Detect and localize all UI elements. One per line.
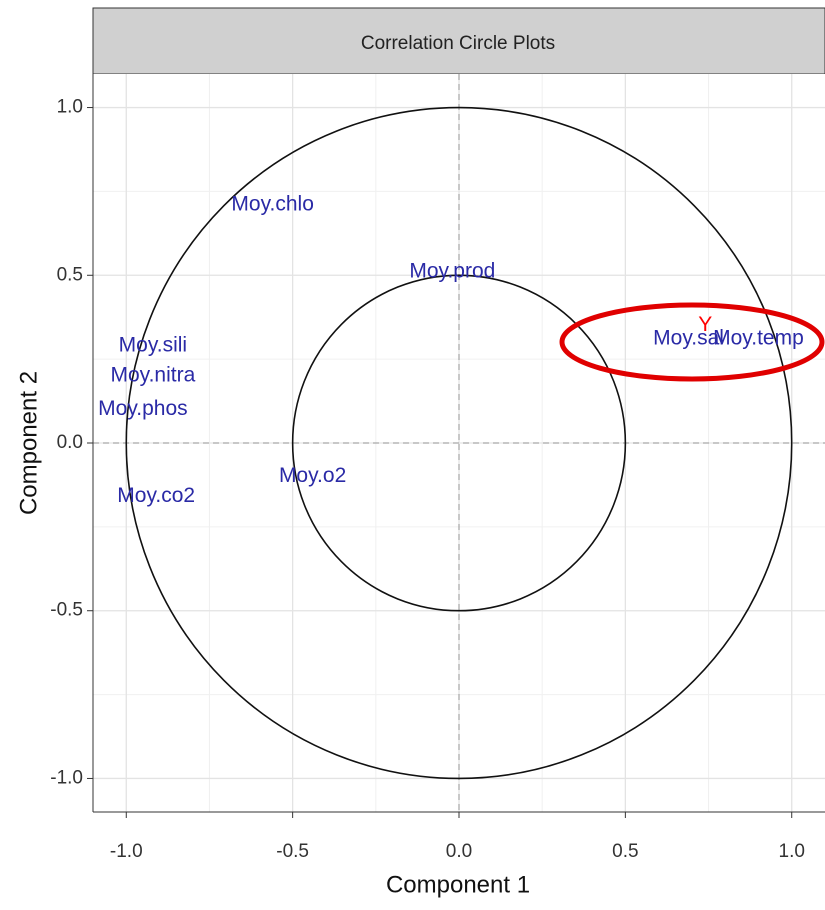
y-axis-title: Component 2 bbox=[15, 371, 42, 515]
x-tick-label: -0.5 bbox=[276, 841, 309, 862]
variable-label: Moy.nitra bbox=[110, 363, 195, 386]
x-tick-label: -1.0 bbox=[110, 841, 143, 862]
x-tick-label: 0.5 bbox=[612, 841, 638, 862]
y-tick-label: 1.0 bbox=[57, 97, 83, 118]
variable-label: Y bbox=[698, 313, 712, 336]
highlight-ellipse bbox=[559, 302, 825, 382]
variable-label: Moy.o2 bbox=[279, 464, 346, 487]
y-tick-label: -0.5 bbox=[50, 600, 83, 621]
variable-label: Moy.phos bbox=[98, 397, 188, 420]
strip bbox=[92, 7, 825, 75]
y-tick-label: 0.5 bbox=[57, 264, 83, 285]
variable-label: Moy.sal bbox=[653, 327, 724, 350]
variable-label: Moy.temp bbox=[713, 327, 804, 350]
correlation-circle bbox=[125, 106, 793, 780]
chart-title: Correlation Circle Plots bbox=[361, 33, 555, 54]
x-tick-label: 0.0 bbox=[446, 841, 472, 862]
variable-label: Moy.prod bbox=[409, 259, 495, 282]
y-tick-label: -1.0 bbox=[50, 767, 83, 788]
x-axis-title: Component 1 bbox=[386, 871, 530, 898]
variable-label: Moy.sili bbox=[119, 333, 187, 356]
correlation-circle bbox=[291, 274, 627, 612]
variable-label: Moy.co2 bbox=[117, 484, 195, 507]
x-tick-label: 1.0 bbox=[779, 841, 805, 862]
y-tick-label: 0.0 bbox=[57, 432, 83, 453]
variable-label: Moy.chlo bbox=[231, 192, 313, 215]
